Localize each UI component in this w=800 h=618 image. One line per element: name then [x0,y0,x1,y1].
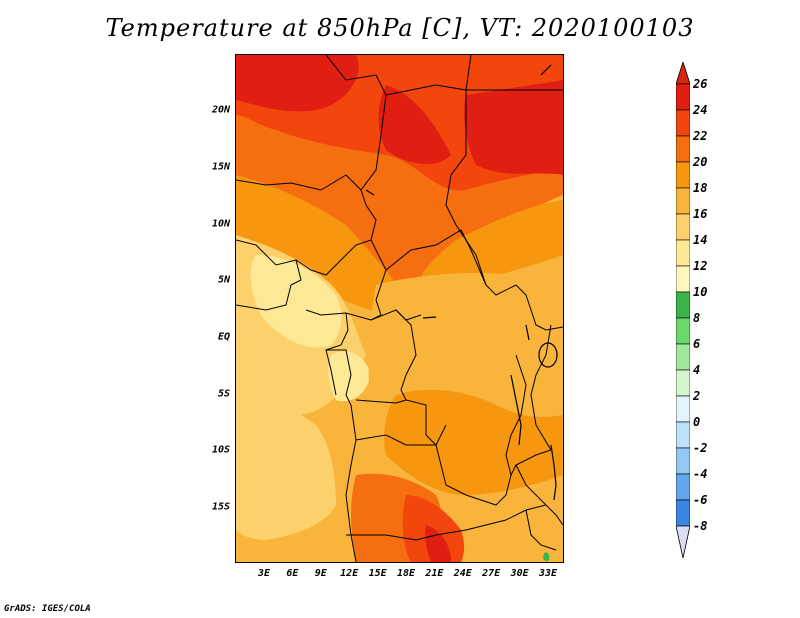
border-line [345,404,357,562]
colorbar-swatch [675,395,691,423]
lon-label: 3E [257,568,271,579]
colorbar-label: 4 [693,363,701,377]
border-line [505,354,527,476]
country-borders [236,55,563,562]
field-band-14-west [250,255,342,348]
field-band-26-west [236,55,359,112]
colorbar-label: -4 [693,467,708,481]
lat-label: 15S [211,501,230,513]
colorbar-label: 22 [693,129,708,143]
border-line [325,312,349,396]
lake-chad [365,189,375,196]
border-line [530,324,552,451]
colorbar [675,60,691,559]
colorbar-swatch [675,239,691,267]
border-line [525,509,557,551]
border-line [385,55,472,96]
field-band-14-gabon [328,351,371,402]
border-line [515,464,563,526]
colorbar-label: 24 [693,103,708,117]
border-line [236,174,362,191]
border-line [236,259,302,311]
border-line [355,434,467,496]
colorbar-label: 6 [693,337,701,351]
colorbar-label: 2 [693,389,701,403]
field-band-green-patch [543,552,550,562]
lat-label: 10N [211,218,230,230]
colorbar-overflow-high [675,60,691,85]
colorbar-label: 10 [693,285,708,299]
lon-label: 9E [314,568,327,579]
colorbar-swatch [675,447,691,475]
border-line [236,239,372,276]
field-band-26-center [378,85,451,165]
colorbar-swatch [675,109,691,137]
lake-nasser [540,64,552,76]
colorbar-swatch [675,473,691,501]
colorbar-swatch [675,83,691,111]
colorbar-swatch [675,343,691,371]
colorbar-label: -8 [693,519,708,533]
lake-albert [525,324,530,341]
lon-label: 24E [453,568,472,579]
colorbar-label: 26 [693,77,708,91]
colorbar-swatch [675,421,691,449]
colorbar-label: -6 [693,493,708,507]
colorbar-label: 12 [693,259,708,273]
colorbar-graphic [675,60,691,559]
colorbar-label: 18 [693,181,708,195]
map-title: Temperature at 850hPa [C], VT: 202010010… [105,14,695,42]
border-line [515,284,563,331]
colorbar-swatch [675,317,691,345]
lat-label: 5N [217,274,230,286]
colorbar-swatch [675,213,691,241]
colorbar-swatch [675,135,691,163]
field-band-16-coast [236,385,336,540]
colorbar-swatch [675,369,691,397]
border-line [385,229,487,286]
colorbar-label: 8 [693,311,701,325]
colorbar-label: 14 [693,233,708,247]
lat-label: 15N [211,161,230,173]
border-line [435,504,547,536]
lake-victoria [538,342,558,368]
colorbar-overflow-low [675,525,691,559]
lake-malawi [550,444,557,501]
lon-label: 27E [482,568,501,579]
lat-label: 20N [211,104,230,116]
lat-label: 5S [217,388,230,400]
lon-label: 33E [538,568,558,579]
border-line [325,55,387,321]
colorbar-swatch [675,499,691,527]
border-line [326,349,352,406]
colorbar-label: 0 [693,415,701,429]
colorbar-swatch [675,161,691,189]
colorbar-label: 16 [693,207,708,221]
colorbar-swatch [675,187,691,215]
colorbar-label: -2 [693,441,708,455]
lat-label: 10S [211,444,230,456]
lake-tanganyika [510,374,522,446]
border-line [445,90,517,296]
lon-label: 18E [396,568,416,579]
field-band-26-south [425,525,451,562]
credit-text: GrADS: IGES/COLA [4,604,91,614]
lat-label: EQ [217,331,230,343]
lake-mai-ndombe [422,316,437,319]
temperature-field [236,55,563,562]
lon-label: 6E [286,568,299,579]
lon-label: 21E [425,568,444,579]
lon-label: 30E [510,568,529,579]
border-line [395,309,447,446]
lakes [365,64,558,501]
colorbar-swatch [675,291,691,319]
lon-label: 12E [340,568,359,579]
lon-label: 15E [368,568,387,579]
colorbar-label: 20 [693,155,708,169]
temperature-map [235,54,564,563]
colorbar-swatch [675,265,691,293]
field-band-26-east [464,80,563,175]
border-line [355,399,407,404]
border-line [346,534,437,541]
